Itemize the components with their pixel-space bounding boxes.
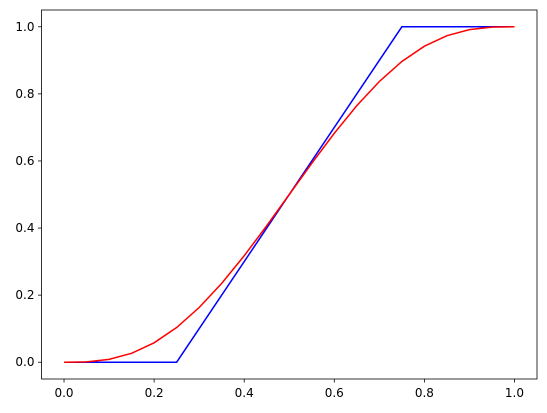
y-tick-label: 0.0: [15, 355, 34, 369]
y-tick-label: 0.6: [15, 154, 34, 168]
x-tick-label: 0.8: [415, 386, 434, 400]
x-tick-label: 0.4: [235, 386, 254, 400]
x-tick-label: 0.0: [54, 386, 73, 400]
x-tick-label: 0.2: [145, 386, 164, 400]
y-tick-label: 1.0: [15, 20, 34, 34]
x-tick-label: 0.6: [325, 386, 344, 400]
plot-frame: [41, 9, 538, 380]
y-tick-label: 0.4: [15, 221, 34, 235]
line: [64, 26, 515, 363]
y-tick-label: 0.2: [15, 288, 34, 302]
x-tick-label: 1.0: [505, 386, 524, 400]
y-tick-label: 0.8: [15, 87, 34, 101]
